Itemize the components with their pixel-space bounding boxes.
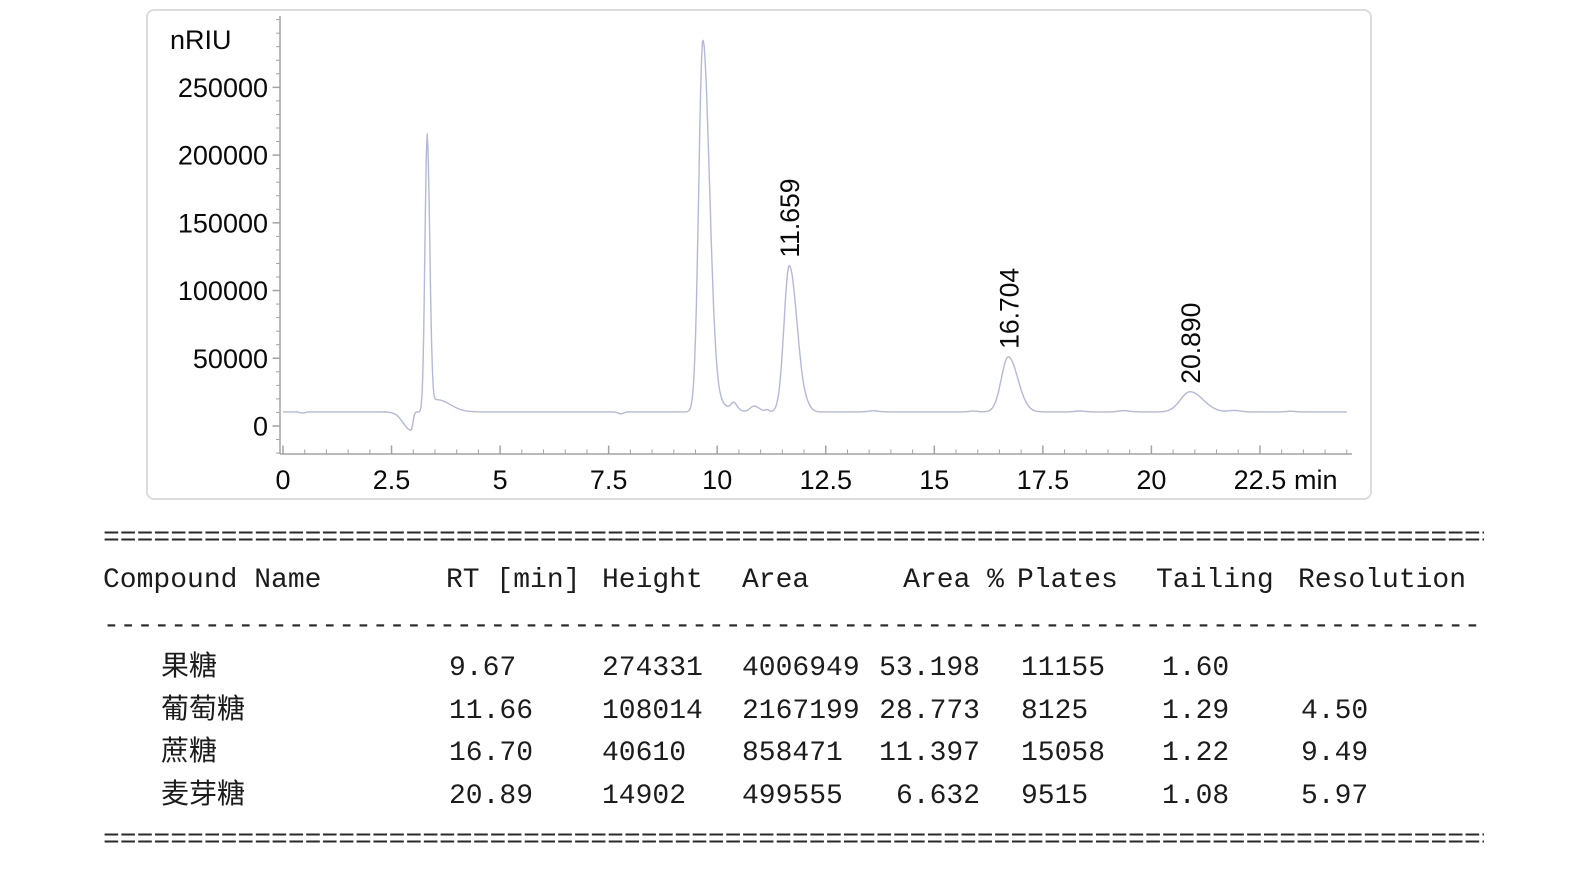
table-cell: 14902 xyxy=(602,780,687,812)
table-cell: 11155 xyxy=(1021,653,1106,684)
y-tick-label: 200000 xyxy=(178,141,268,171)
table-header-resolution: Resolution xyxy=(1298,566,1467,596)
chromatogram-panel: 0 50000 100000 150000 200000 250000 0 2.5 5 7.5 10… xyxy=(146,9,1372,500)
table-cell xyxy=(1298,648,1484,691)
table-cell: 1.29 xyxy=(1162,695,1230,727)
x-tick-label: 22.5 xyxy=(1234,465,1287,495)
y-tick-label: 150000 xyxy=(178,208,268,238)
table-header-plates: Plates xyxy=(1017,566,1118,596)
x-tick-label: 0 xyxy=(275,465,290,495)
chromatogram-plot: 0 50000 100000 150000 200000 250000 0 2.5 5 7.5 10… xyxy=(170,16,1352,495)
table-cell: 2167199 xyxy=(742,695,860,727)
table-cell: 果糖 xyxy=(161,653,218,684)
x-tick-label: 7.5 xyxy=(590,465,628,495)
table-cell: 9.67 xyxy=(449,653,517,684)
table-cell: 274331 xyxy=(602,653,703,684)
table-cell: 20.89 xyxy=(449,780,534,812)
y-tick-label: 0 xyxy=(253,412,268,442)
table-cell: 4.50 xyxy=(1301,695,1369,727)
peak-rt-label: 11.659 xyxy=(775,179,805,258)
peak-rt-label: 16.704 xyxy=(994,268,1024,349)
table-cell: 葡萄糖 xyxy=(161,695,246,727)
table-cell: 28.773 xyxy=(879,695,980,727)
table-cell: 40610 xyxy=(602,738,687,769)
table-cell: 蔗糖 xyxy=(161,738,218,769)
table-header-compound-name: Compound Name xyxy=(103,566,322,596)
table-cell: 4006949 xyxy=(742,653,860,684)
table-cell: 9515 xyxy=(1021,780,1089,812)
table-row: 蔗糖 16.70 40610 858471 11.397 15058 1.22 9.49 xyxy=(103,733,1484,776)
table-cell: 53.198 xyxy=(879,653,980,684)
table-separator-top: ========================================… xyxy=(103,524,1484,554)
table-row: 葡萄糖 11.66 108014 2167199 28.773 8125 1.29 4.50 xyxy=(103,691,1484,734)
table-row: 麦芽糖 20.89 14902 499555 6.632 9515 1.08 5.97 xyxy=(103,776,1484,819)
table-header-tailing: Tailing xyxy=(1156,566,1274,596)
table-cell: 5.97 xyxy=(1301,780,1369,812)
y-tick-label: 100000 xyxy=(178,276,268,306)
table-body: 果糖 9.67 274331 4006949 53.198 11155 1.60 葡萄糖 11.… xyxy=(103,648,1484,818)
table-cell: 499555 xyxy=(742,780,843,812)
y-tick-label: 250000 xyxy=(178,73,268,103)
x-tick-label: 15 xyxy=(919,465,949,495)
table-cell: 1.60 xyxy=(1162,653,1230,684)
table-header-height: Height xyxy=(602,566,703,596)
table-cell: 11.397 xyxy=(879,738,980,769)
table-cell: 16.70 xyxy=(449,738,534,769)
x-tick-label: 10 xyxy=(702,465,732,495)
peak-table-report: ========================================… xyxy=(103,524,1484,856)
x-tick-label: 5 xyxy=(493,465,508,495)
x-tick-label: 12.5 xyxy=(799,465,852,495)
table-cell: 108014 xyxy=(602,695,703,727)
y-tick-label: 50000 xyxy=(193,344,268,374)
x-tick-label: 17.5 xyxy=(1017,465,1070,495)
table-cell: 858471 xyxy=(742,738,843,769)
table-row: 果糖 9.67 274331 4006949 53.198 11155 1.60 xyxy=(103,648,1484,691)
chromatogram-trace xyxy=(283,39,1347,431)
table-cell: 15058 xyxy=(1021,738,1106,769)
table-cell: 1.22 xyxy=(1162,738,1230,769)
table-cell: 1.08 xyxy=(1162,780,1230,812)
table-cell: 6.632 xyxy=(895,780,980,812)
table-header-area-: Area % xyxy=(903,566,1004,596)
table-separator-header: ----------------------------------------… xyxy=(103,612,1484,642)
table-cell: 8125 xyxy=(1021,695,1089,727)
table-header-area: Area xyxy=(742,566,810,596)
table-header-row: Compound Name RT [min] Height Area Area % Pla… xyxy=(103,566,1484,596)
y-axis-unit-label: nRIU xyxy=(170,25,232,55)
table-cell: 麦芽糖 xyxy=(161,780,246,812)
peak-rt-label: 20.890 xyxy=(1176,303,1206,384)
x-axis-unit-label: min xyxy=(1294,465,1338,495)
table-separator-bottom: ========================================… xyxy=(103,826,1484,856)
table-cell: 11.66 xyxy=(449,695,534,727)
x-tick-label: 2.5 xyxy=(373,465,411,495)
table-header-rt-min-: RT [min] xyxy=(446,566,581,596)
table-cell: 9.49 xyxy=(1301,738,1369,769)
x-tick-label: 20 xyxy=(1136,465,1166,495)
